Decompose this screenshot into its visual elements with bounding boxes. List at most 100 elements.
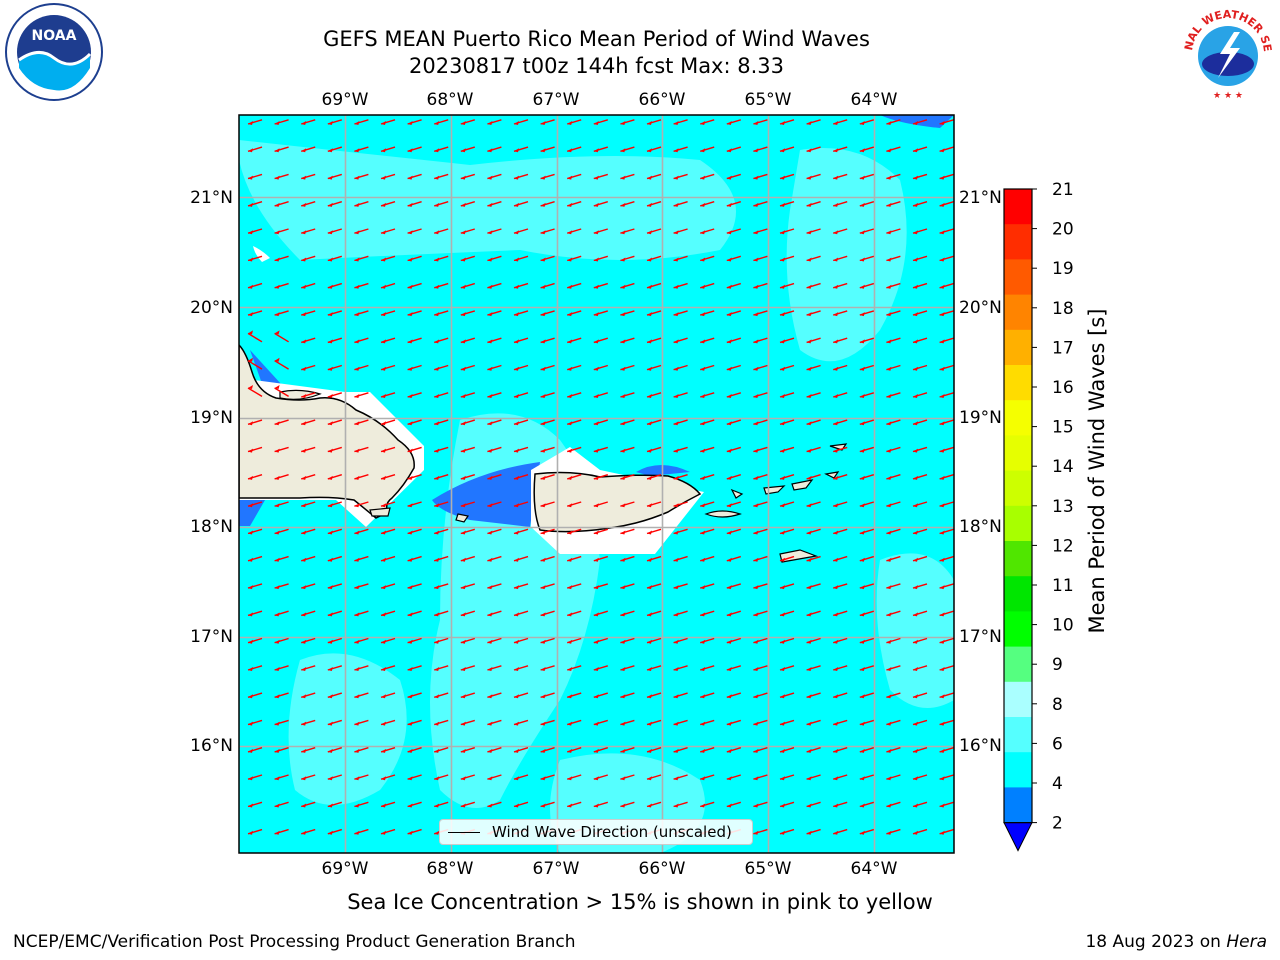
wind-arrow-head bbox=[753, 202, 759, 207]
wind-arrow-head bbox=[354, 694, 360, 699]
wind-arrow-head bbox=[274, 721, 280, 726]
wind-arrow-head bbox=[487, 503, 493, 508]
lat-label-right: 21°N bbox=[959, 188, 1002, 208]
wind-arrow-head bbox=[407, 694, 413, 699]
wind-arrow-head bbox=[248, 667, 253, 671]
wind-arrow-head bbox=[780, 830, 785, 835]
culebra-island bbox=[730, 488, 744, 499]
wind-arrow-head bbox=[274, 121, 280, 125]
wind-arrow-head bbox=[487, 312, 493, 317]
wind-arrow-head bbox=[301, 830, 307, 835]
wind-arrow-head bbox=[833, 339, 839, 344]
wind-arrow-head bbox=[514, 257, 519, 262]
wind-arrow-head bbox=[327, 339, 333, 344]
wind-arrow-head bbox=[913, 612, 918, 617]
wind-arrow-head bbox=[673, 394, 679, 398]
wind-arrow-head bbox=[886, 776, 892, 781]
wind-arrow-head bbox=[593, 202, 599, 207]
wind-arrow-head bbox=[460, 557, 466, 562]
wind-arrow-head bbox=[593, 694, 599, 699]
wind-arrow-head bbox=[859, 421, 865, 426]
colorbar-tick-label: 18 bbox=[1052, 299, 1074, 319]
wind-arrow-head bbox=[460, 421, 466, 426]
wind-arrow-head bbox=[806, 612, 812, 617]
wind-arrow-head bbox=[700, 803, 706, 808]
wind-arrow-head bbox=[647, 148, 652, 153]
wind-arrow-head bbox=[939, 612, 945, 617]
wind-arrow-head bbox=[859, 121, 865, 125]
wind-arrow-head bbox=[806, 475, 812, 480]
wind-arrow-head bbox=[726, 202, 732, 207]
wind-arrow-head bbox=[407, 366, 413, 371]
wind-arrow-head bbox=[381, 284, 386, 289]
wind-arrow-head bbox=[301, 230, 307, 235]
wind-arrow-head bbox=[833, 830, 839, 835]
wind-arrow-head bbox=[248, 748, 253, 753]
wind-arrow-head bbox=[407, 257, 413, 262]
wind-arrow-head bbox=[460, 148, 466, 153]
wind-arrow-head bbox=[913, 202, 918, 207]
wind-arrow-head bbox=[434, 612, 440, 617]
wind-arrow-head bbox=[647, 585, 652, 590]
wind-arrow-head bbox=[780, 503, 785, 508]
wind-arrow-head bbox=[620, 639, 626, 644]
wind-arrow-head bbox=[514, 202, 519, 207]
wind-arrow-head bbox=[514, 585, 519, 590]
hispaniola-landmass bbox=[239, 343, 415, 519]
wind-arrow-head bbox=[806, 639, 812, 644]
wind-arrow-head bbox=[886, 339, 892, 344]
wind-arrow-head bbox=[673, 694, 679, 699]
wind-arrow-head bbox=[487, 366, 493, 371]
wind-arrow-head bbox=[806, 721, 812, 726]
wind-arrow-head bbox=[913, 557, 918, 562]
wind-arrow-head bbox=[939, 175, 945, 180]
wind-arrow-head bbox=[327, 503, 333, 508]
wind-arrow-head bbox=[301, 803, 307, 808]
wind-arrow-head bbox=[354, 776, 360, 781]
wind-arrow-head bbox=[460, 694, 466, 699]
wind-arrow-head bbox=[514, 230, 519, 235]
wind-arrow-head bbox=[460, 721, 466, 726]
wind-arrow-shaft bbox=[274, 387, 289, 398]
wind-arrow-head bbox=[780, 639, 785, 644]
wind-arrow-head bbox=[434, 475, 440, 480]
wind-arrow-head bbox=[859, 612, 865, 617]
wind-arrow-head bbox=[301, 475, 307, 480]
wind-arrow-head bbox=[913, 803, 918, 808]
wind-arrow-head bbox=[859, 503, 865, 508]
wind-arrow-head bbox=[726, 776, 732, 781]
wind-arrow-head bbox=[673, 448, 679, 453]
wind-arrow-head bbox=[806, 366, 812, 371]
wind-arrow-head bbox=[460, 257, 466, 262]
wind-arrow-head bbox=[859, 639, 865, 644]
wind-arrow-head bbox=[327, 202, 333, 207]
wind-arrow-head bbox=[567, 421, 573, 426]
wind-arrow-head bbox=[593, 721, 599, 726]
wind-arrow-head bbox=[381, 612, 386, 617]
wind-arrow-head bbox=[327, 585, 333, 590]
wind-arrow-head bbox=[780, 667, 785, 671]
wind-arrow-head bbox=[248, 530, 253, 535]
wind-arrow-head bbox=[301, 612, 307, 617]
wind-arrow-head bbox=[886, 366, 892, 371]
wind-arrow-head bbox=[248, 830, 253, 835]
wind-arrow-head bbox=[806, 202, 812, 207]
wind-arrow-head bbox=[780, 475, 785, 480]
wind-arrow-head bbox=[301, 339, 307, 344]
wind-arrow-head bbox=[381, 394, 386, 398]
wind-arrow-head bbox=[593, 557, 599, 562]
wind-arrow-head bbox=[248, 330, 253, 335]
wind-arrow-head bbox=[274, 503, 280, 508]
wind-arrow-head bbox=[886, 448, 892, 453]
wind-arrow-head bbox=[833, 503, 839, 508]
wind-arrow-head bbox=[886, 202, 892, 207]
lon-label-bottom: 68°W bbox=[427, 859, 474, 879]
wind-arrow-head bbox=[248, 721, 253, 726]
wind-arrow-head bbox=[620, 175, 626, 180]
wind-arrow-head bbox=[567, 230, 573, 235]
wind-arrow-head bbox=[700, 339, 706, 344]
wind-arrow-head bbox=[327, 312, 333, 317]
wind-arrow-head bbox=[354, 394, 360, 398]
wind-arrow-head bbox=[460, 748, 466, 753]
wind-arrow-head bbox=[673, 585, 679, 590]
